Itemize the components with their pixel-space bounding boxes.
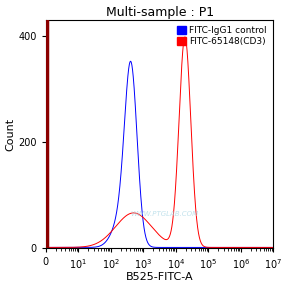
X-axis label: B525-FITC-A: B525-FITC-A (126, 272, 194, 283)
Legend: FITC-IgG1 control, FITC-65148(CD3): FITC-IgG1 control, FITC-65148(CD3) (175, 24, 269, 48)
Title: Multi-sample : P1: Multi-sample : P1 (105, 5, 214, 18)
Text: WWW.PTGLAB.COM: WWW.PTGLAB.COM (130, 211, 198, 217)
Y-axis label: Count: Count (5, 118, 16, 151)
